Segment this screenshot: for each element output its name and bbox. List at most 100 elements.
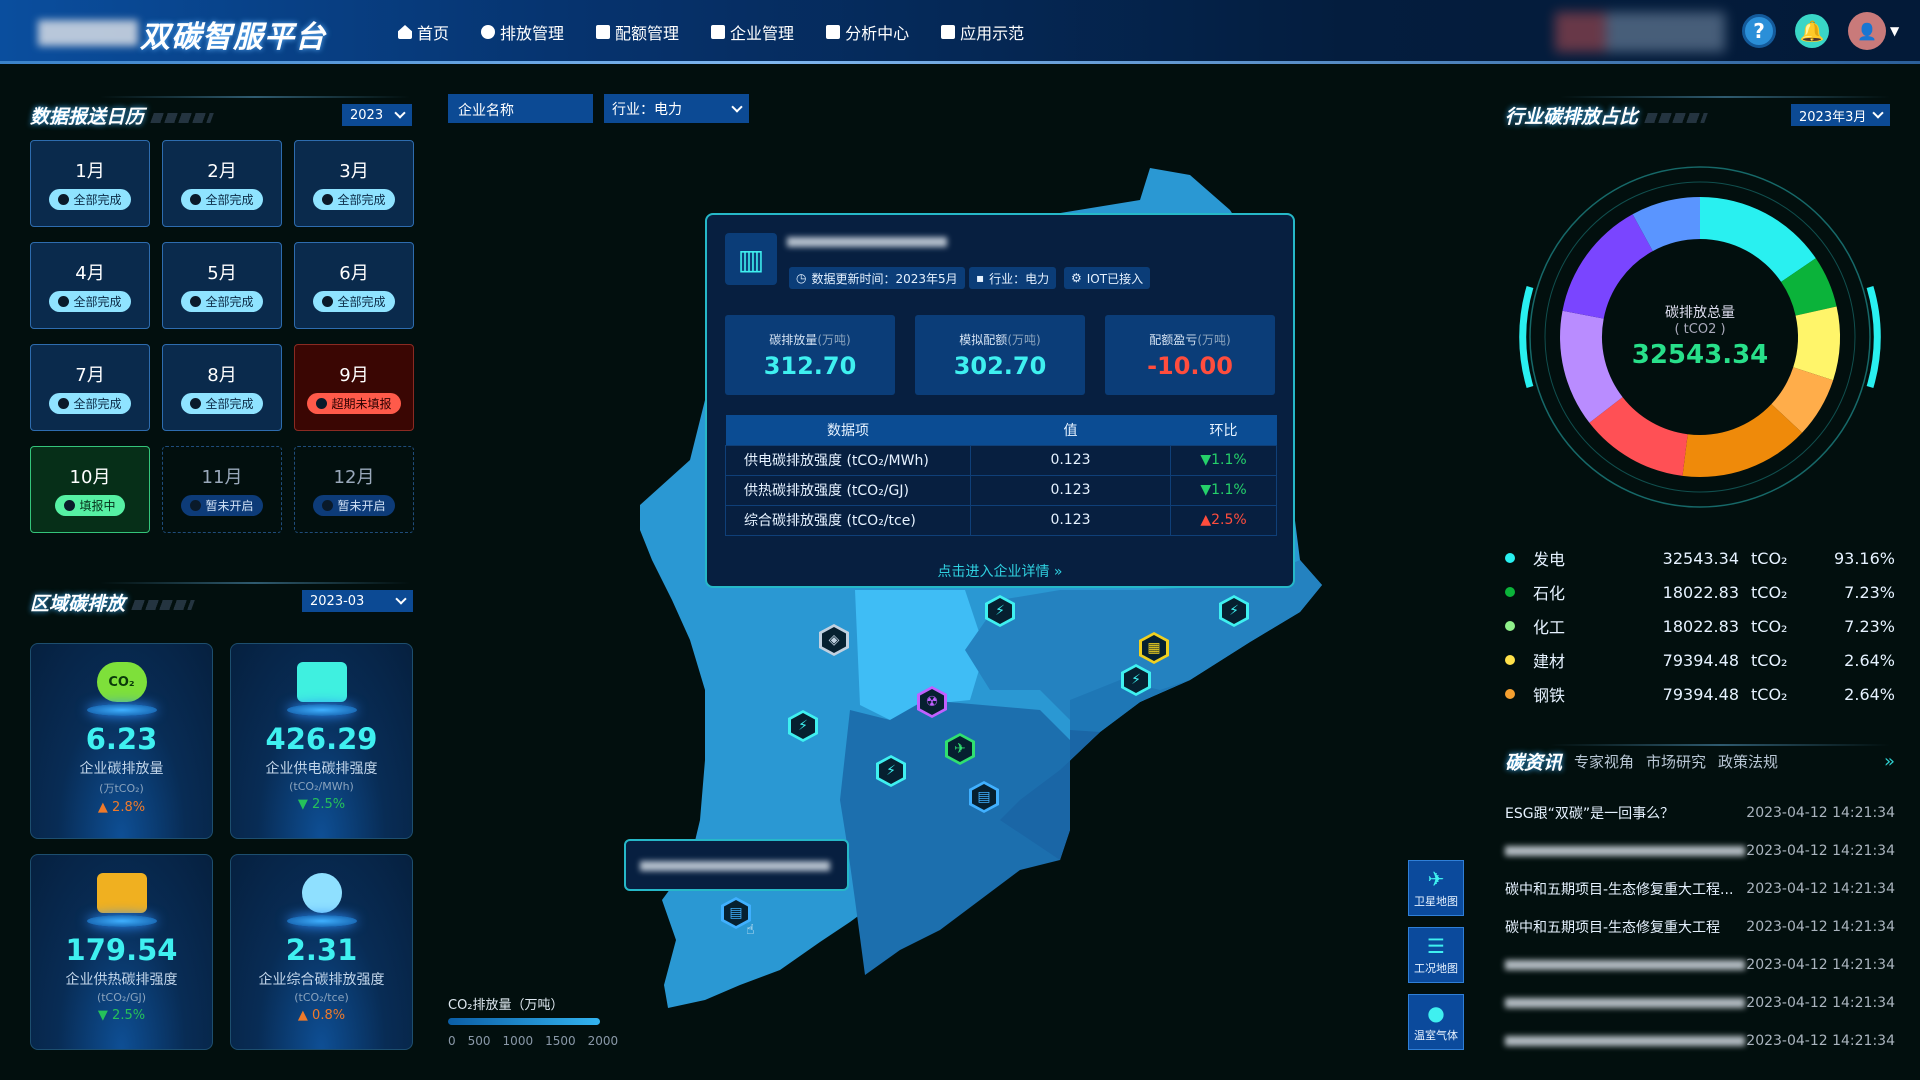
calendar-month-7[interactable]: 7月 全部完成 bbox=[30, 344, 150, 431]
table-row: 供电碳排放强度 (tCO₂/MWh) 0.123 ▼1.1% bbox=[725, 444, 1277, 476]
nav-item-2[interactable]: 配额管理 bbox=[596, 20, 679, 44]
col-header-change: 环比 bbox=[1170, 415, 1277, 445]
news-title-text: 碳中和五期项目-生态修复重大工程... bbox=[1505, 882, 1734, 898]
lightning-icon: ⚡ bbox=[988, 598, 1012, 624]
news-time: 2023-04-12 14:21:34 bbox=[1746, 957, 1895, 973]
calendar-month-2[interactable]: 2月 全部完成 bbox=[162, 140, 282, 227]
status-text: 暂未开启 bbox=[337, 499, 386, 513]
lightning-icon: ⚡ bbox=[879, 758, 903, 784]
news-item[interactable]: ESG跟“双碳”是一回事么？ 2023-04-12 14:21:34 bbox=[1505, 802, 1895, 824]
nav-label: 首页 bbox=[417, 24, 450, 43]
nav-item-5[interactable]: 应用示范 bbox=[941, 20, 1024, 44]
status-text: 暂未开启 bbox=[205, 499, 254, 513]
iot-text: IOT已接入 bbox=[1086, 271, 1144, 286]
chart-icon bbox=[481, 25, 496, 39]
notification-button[interactable]: 🔔 bbox=[1795, 14, 1829, 48]
news-title-blurred bbox=[1505, 846, 1745, 856]
check-circle-icon bbox=[190, 398, 202, 409]
nav-item-1[interactable]: 排放管理 bbox=[481, 20, 564, 44]
status-badge: 全部完成 bbox=[49, 393, 131, 414]
legend-value: 32543.34 bbox=[1662, 548, 1739, 568]
stat-change: ▼ 2.5% bbox=[298, 797, 345, 812]
chevron-down-icon bbox=[395, 593, 407, 605]
industry-value: 行业：电力 bbox=[612, 101, 682, 118]
triangle-up-icon: ▲ bbox=[97, 800, 113, 815]
grid-icon bbox=[941, 25, 956, 39]
row-change: ▲2.5% bbox=[1170, 504, 1277, 536]
news-item[interactable]: 碳中和五期项目-生态修复重大工程... 2023-04-12 14:21:34 bbox=[1505, 878, 1895, 900]
calendar-month-3[interactable]: 3月 全部完成 bbox=[294, 140, 414, 227]
month-label: 6月 bbox=[339, 263, 369, 284]
status-badge: 全部完成 bbox=[181, 393, 263, 414]
calendar-month-6[interactable]: 6月 全部完成 bbox=[294, 242, 414, 329]
calendar-month-9[interactable]: 9月 超期未填报 bbox=[294, 344, 414, 431]
kpi-label-text: 碳排放量 bbox=[769, 332, 818, 347]
news-item[interactable]: 碳中和五期项目-生态修复重大工程 2023-04-12 14:21:34 bbox=[1505, 916, 1895, 938]
news-item[interactable]: 2023-04-12 14:21:34 bbox=[1505, 992, 1895, 1014]
legend-unit: tCO₂ bbox=[1751, 650, 1788, 670]
check-circle-icon bbox=[322, 296, 334, 307]
period-dropdown[interactable]: 2023-03 bbox=[302, 590, 413, 612]
row-change: ▼1.1% bbox=[1170, 444, 1277, 476]
news-item[interactable]: 2023-04-12 14:21:34 bbox=[1505, 1030, 1895, 1052]
nav-item-3[interactable]: 企业管理 bbox=[711, 20, 794, 44]
year-dropdown[interactable]: 2023 bbox=[342, 104, 412, 126]
status-text: 全部完成 bbox=[205, 193, 254, 207]
calendar-month-12[interactable]: 12月 暂未开启 bbox=[294, 446, 414, 533]
user-menu-caret-icon[interactable]: ▼ bbox=[1890, 24, 1900, 38]
calendar-month-5[interactable]: 5月 全部完成 bbox=[162, 242, 282, 329]
news-more-icon[interactable]: » bbox=[1883, 751, 1895, 772]
map-hover-tooltip bbox=[624, 839, 849, 891]
avatar[interactable]: 👤 bbox=[1848, 12, 1886, 50]
monitor-icon bbox=[711, 25, 726, 39]
fire-icon: ◈ bbox=[822, 627, 846, 653]
calendar-month-8[interactable]: 8月 全部完成 bbox=[162, 344, 282, 431]
calendar-month-1[interactable]: 1月 全部完成 bbox=[30, 140, 150, 227]
status-text: 超期未填报 bbox=[331, 397, 392, 411]
triangle-up-icon: ▲ bbox=[297, 1008, 313, 1023]
news-item[interactable]: 2023-04-12 14:21:34 bbox=[1505, 954, 1895, 976]
help-button[interactable]: ? bbox=[1742, 14, 1776, 48]
status-badge: 全部完成 bbox=[313, 189, 395, 210]
news-time: 2023-04-12 14:21:34 bbox=[1746, 995, 1895, 1011]
status-badge: 全部完成 bbox=[181, 189, 263, 210]
company-detail-link[interactable]: 点击进入企业详情 » bbox=[937, 564, 1063, 580]
stat-change: ▲ 0.8% bbox=[298, 1008, 345, 1023]
triangle-down-icon: ▼ bbox=[97, 1008, 113, 1023]
industry-legend-row: 建材 79394.48 tCO₂ 2.64% bbox=[1505, 648, 1895, 672]
co2-cloud-icon: CO₂ bbox=[96, 662, 147, 702]
nav-label: 应用示范 bbox=[960, 24, 1025, 43]
calendar-month-4[interactable]: 4月 全部完成 bbox=[30, 242, 150, 329]
news-tab-expert[interactable]: 专家视角 bbox=[1574, 753, 1635, 771]
industry-title-text: 行业碳排放占比 bbox=[1505, 106, 1639, 128]
calendar-month-11[interactable]: 11月暂未开启 bbox=[162, 446, 282, 533]
lightning-icon: ⚡ bbox=[1222, 598, 1246, 624]
news-tab-policy[interactable]: 政策法规 bbox=[1718, 753, 1779, 771]
side-button-server[interactable]: ☰ 工况地图 bbox=[1408, 927, 1464, 983]
news-item[interactable]: 2023-04-12 14:21:34 bbox=[1505, 840, 1895, 862]
donut-segment bbox=[1560, 310, 1623, 423]
side-button-molecule[interactable]: ● 温室气体 bbox=[1408, 994, 1464, 1050]
company-name-input[interactable]: 企业名称 bbox=[448, 94, 593, 123]
document-icon: ▤ bbox=[972, 784, 996, 810]
news-tab-market[interactable]: 市场研究 bbox=[1646, 753, 1707, 771]
map-region-southeast bbox=[1060, 680, 1190, 770]
stat-unit: (tCO₂/MWh) bbox=[289, 780, 354, 793]
calendar-month-10[interactable]: 10月 填报中 bbox=[30, 446, 150, 533]
month-label: 11月 bbox=[201, 467, 243, 488]
stat-label: 企业碳排放量 bbox=[79, 761, 164, 777]
side-button-label: 温室气体 bbox=[1414, 1028, 1458, 1042]
nav-item-0[interactable]: 首页 bbox=[398, 20, 449, 44]
nav-item-4[interactable]: 分析中心 bbox=[826, 20, 909, 44]
stat-change: ▼ 2.5% bbox=[98, 1008, 145, 1023]
industry-dropdown[interactable]: 行业：电力 bbox=[604, 94, 749, 123]
news-title: 碳资讯 bbox=[1505, 752, 1563, 774]
check-circle-icon bbox=[190, 296, 202, 307]
industry-period-dropdown[interactable]: 2023年3月 bbox=[1791, 104, 1890, 126]
region-title-text: 区域碳排放 bbox=[30, 593, 126, 615]
legend-unit: tCO₂ bbox=[1751, 582, 1788, 602]
news-time: 2023-04-12 14:21:34 bbox=[1746, 1033, 1895, 1049]
news-title-blurred bbox=[1505, 998, 1745, 1008]
side-button-satellite[interactable]: ✈ 卫星地图 bbox=[1408, 860, 1464, 916]
table-row: 供热碳排放强度 (tCO₂/GJ) 0.123 ▼1.1% bbox=[725, 474, 1277, 506]
